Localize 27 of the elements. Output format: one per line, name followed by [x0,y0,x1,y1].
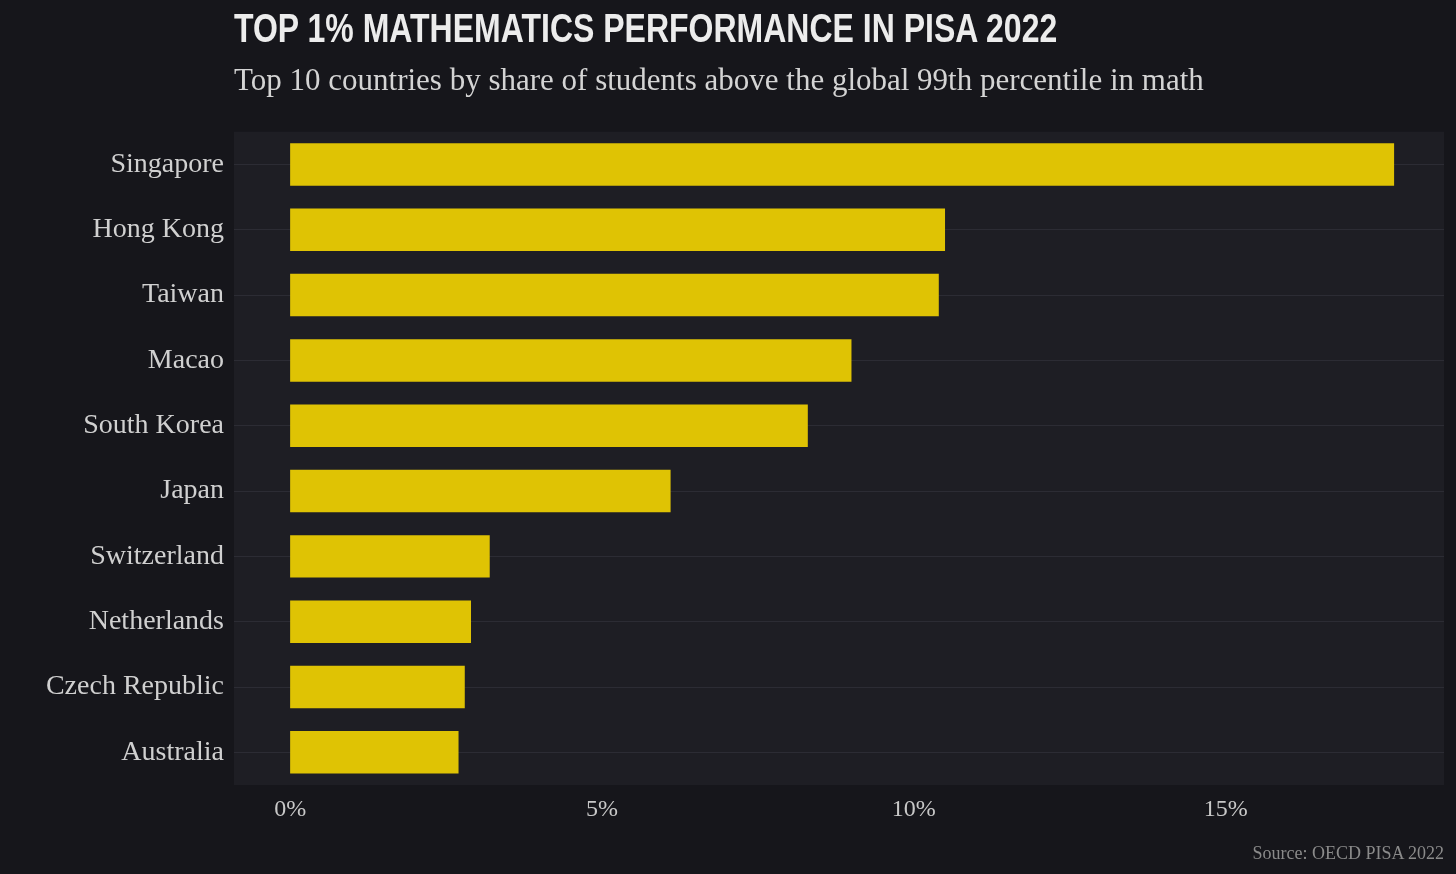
bar [290,535,490,578]
bar [290,469,671,513]
y-tick-label: Netherlands [88,604,224,636]
source-note: Source: OECD PISA 2022 [1252,843,1444,864]
y-tick-label: Singapore [110,146,224,178]
y-tick-label: Taiwan [141,277,224,309]
y-tick-label: South Korea [83,408,225,440]
y-tick-label: Czech Republic [45,669,224,701]
y-tick-label: Hong Kong [92,212,224,244]
bar [290,208,946,252]
bar [290,600,472,643]
chart-subtitle: Top 10 countries by share of students above the global 99th percentile in math [234,62,1204,98]
x-tick-label: 10% [891,794,936,821]
bar [290,404,808,447]
y-tick-label: Switzerland [90,538,224,570]
bar [290,665,465,709]
x-tick-label: 5% [585,794,618,821]
x-tick-label: 15% [1203,794,1248,821]
bar [290,143,1395,186]
y-tick-label: Macao [147,342,224,374]
y-tick-label: Australia [121,734,225,766]
chart-title: TOP 1% MATHEMATICS PERFORMANCE IN PISA 2022 [234,6,1058,51]
y-tick-label: Japan [160,473,224,505]
x-tick-label: 0% [274,794,307,821]
bar [290,339,852,382]
bar [290,731,459,774]
bar [290,273,939,317]
